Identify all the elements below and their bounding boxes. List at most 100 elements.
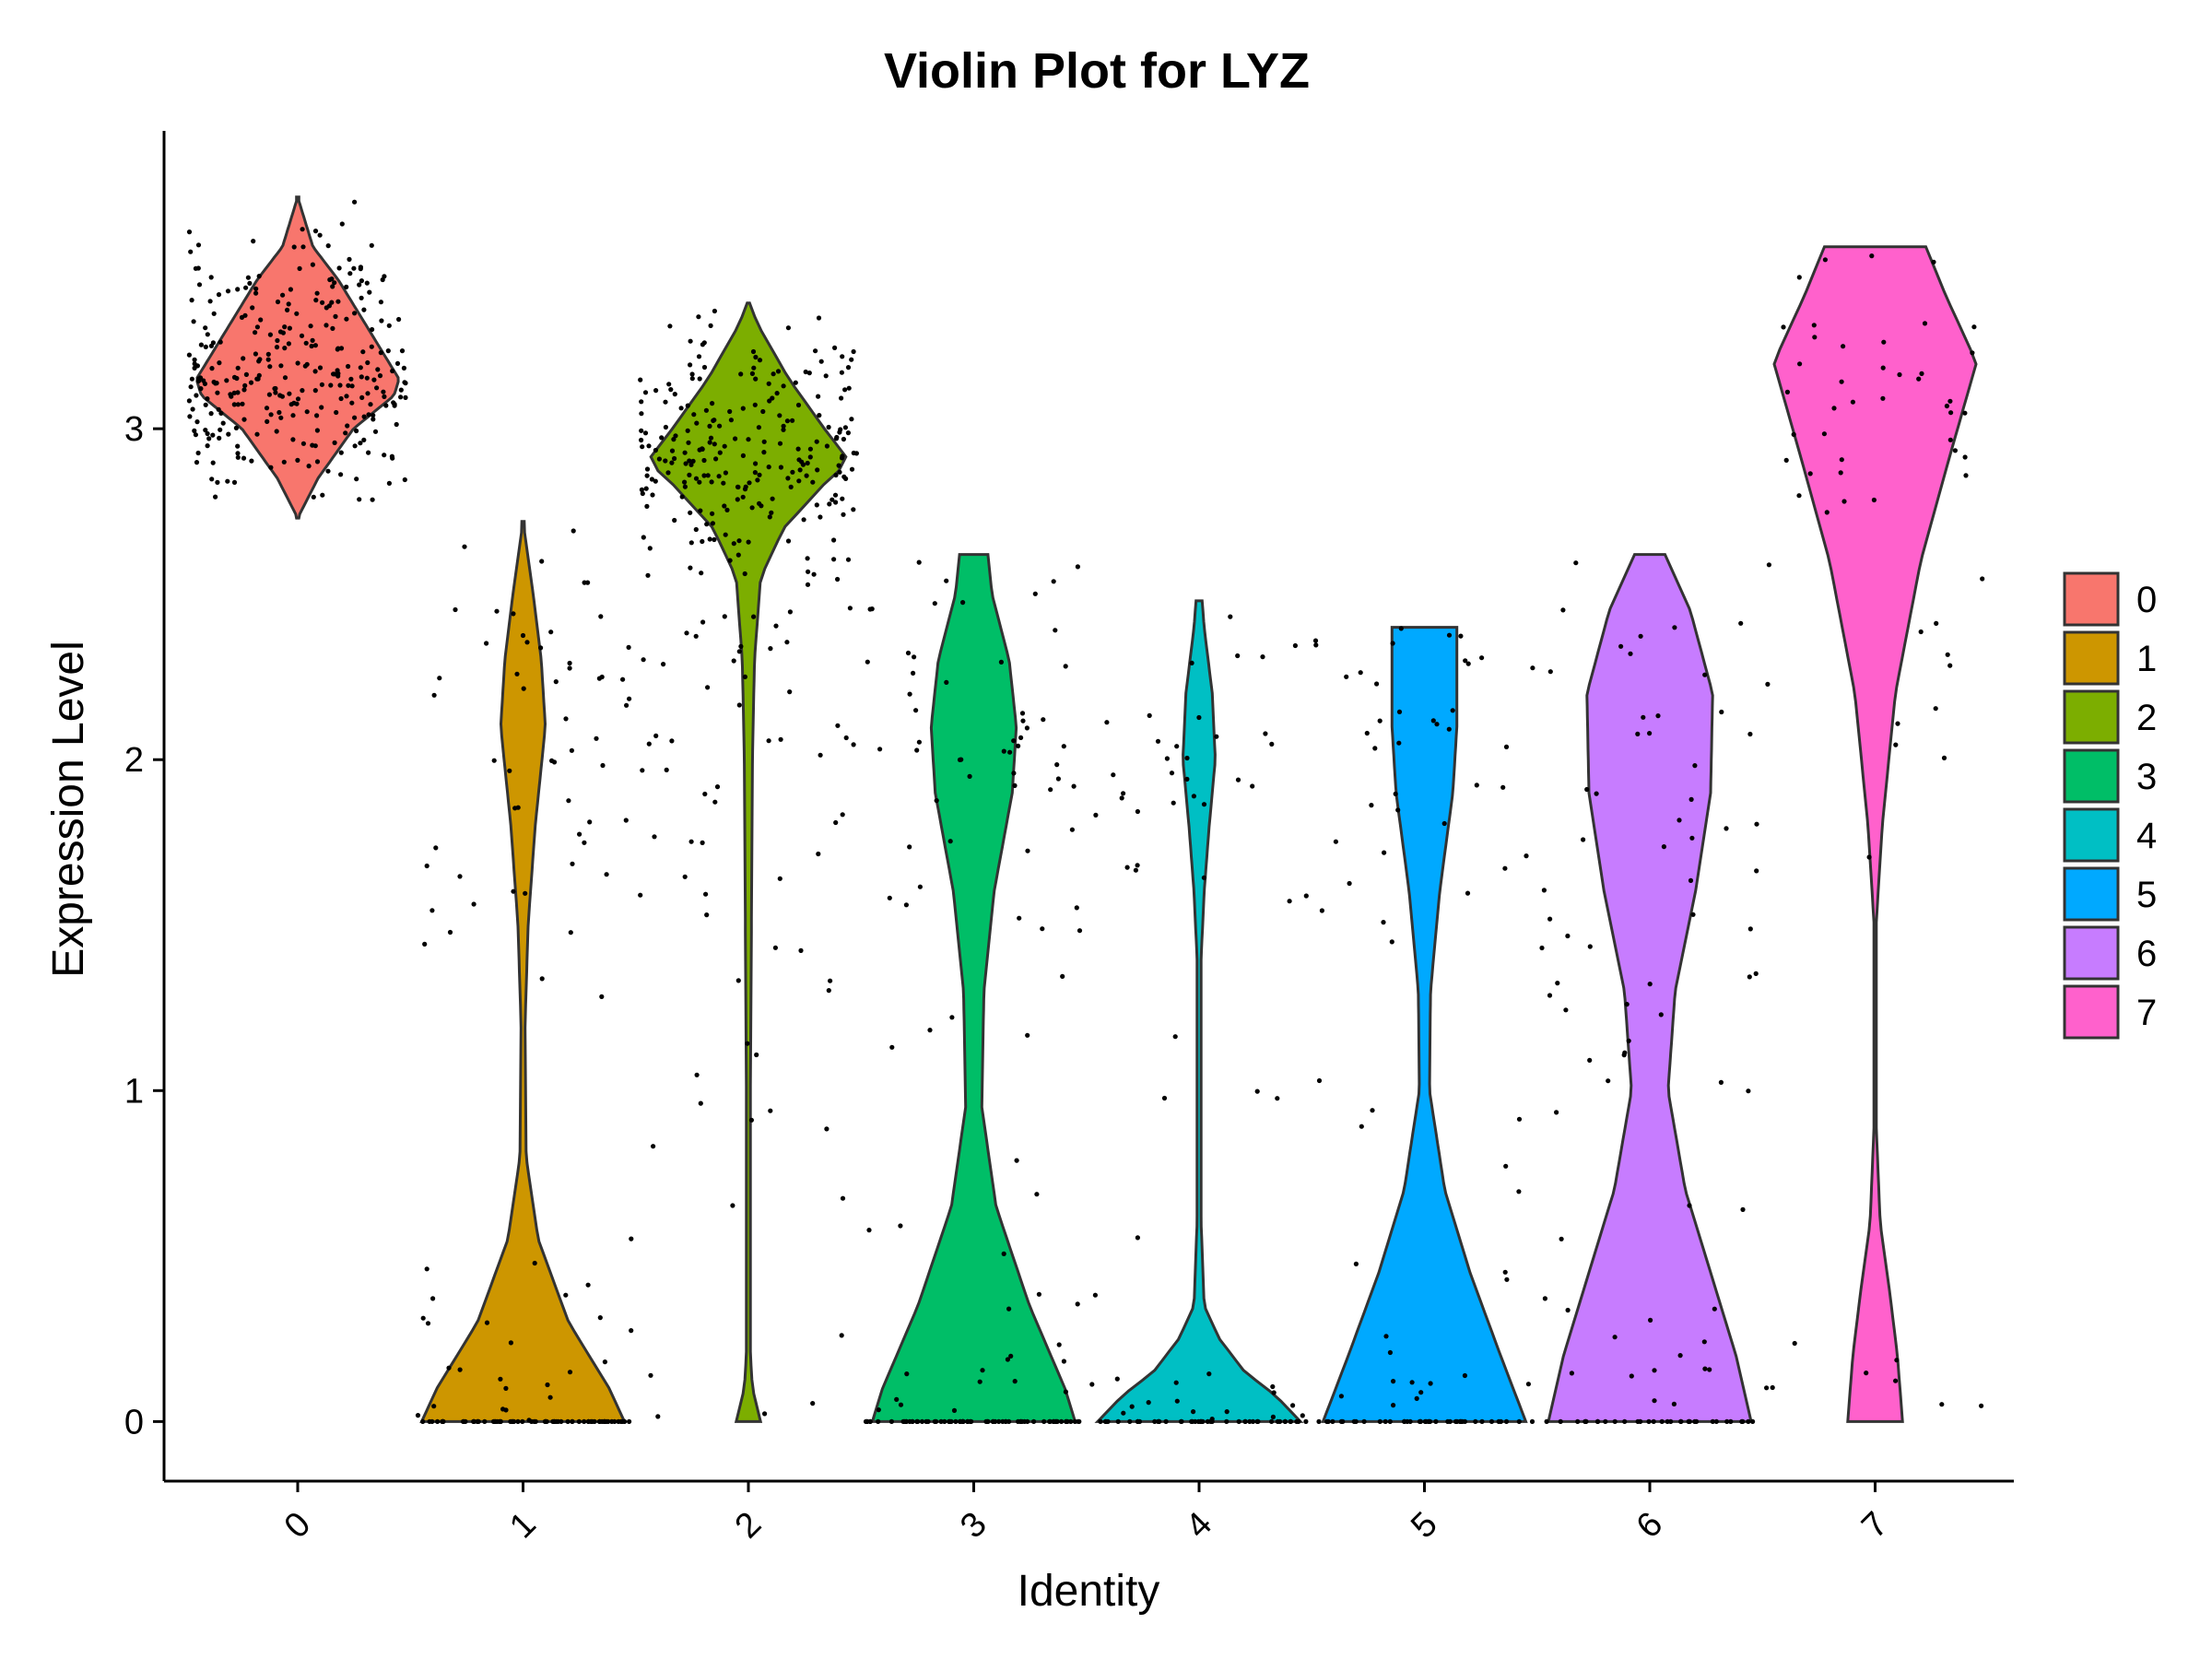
data-point bbox=[1041, 1418, 1047, 1424]
data-point bbox=[566, 798, 571, 804]
data-point bbox=[265, 418, 270, 424]
data-point bbox=[1918, 629, 1924, 635]
y-tick-label: 0 bbox=[124, 1403, 144, 1441]
data-point bbox=[644, 503, 650, 510]
data-point bbox=[1565, 933, 1571, 939]
data-point bbox=[430, 1296, 436, 1301]
data-point bbox=[278, 415, 284, 420]
data-point bbox=[831, 557, 837, 562]
data-point bbox=[431, 692, 437, 698]
data-point bbox=[1031, 1418, 1037, 1424]
data-point bbox=[836, 463, 841, 468]
data-point bbox=[1503, 744, 1510, 750]
data-point bbox=[851, 348, 856, 355]
data-point bbox=[195, 242, 202, 248]
data-point bbox=[1635, 731, 1641, 737]
data-point bbox=[1747, 974, 1752, 980]
data-point bbox=[1173, 1380, 1179, 1385]
data-point bbox=[291, 244, 297, 250]
data-point bbox=[462, 544, 467, 549]
data-point bbox=[666, 382, 672, 387]
data-point bbox=[209, 366, 215, 371]
data-point bbox=[210, 460, 216, 465]
data-point bbox=[1260, 654, 1265, 660]
data-point bbox=[377, 373, 383, 379]
data-point bbox=[1300, 1413, 1305, 1418]
data-point bbox=[1665, 1418, 1670, 1424]
data-point bbox=[189, 298, 194, 303]
data-point bbox=[1198, 1418, 1204, 1424]
data-point bbox=[669, 738, 675, 744]
data-point bbox=[371, 377, 377, 382]
data-point bbox=[838, 427, 843, 432]
data-point bbox=[215, 390, 220, 395]
data-point bbox=[1895, 721, 1900, 726]
data-point bbox=[651, 1144, 656, 1149]
data-point bbox=[290, 437, 296, 442]
data-point bbox=[1414, 1395, 1419, 1401]
data-point bbox=[1294, 1418, 1300, 1424]
data-point bbox=[241, 455, 247, 461]
data-point bbox=[529, 1418, 535, 1424]
data-point bbox=[1692, 1418, 1698, 1424]
legend-key-2 bbox=[2063, 689, 2120, 745]
data-point bbox=[390, 368, 395, 374]
data-point bbox=[806, 371, 812, 376]
data-point bbox=[1502, 865, 1508, 871]
data-point bbox=[186, 398, 192, 404]
data-point bbox=[1687, 1203, 1692, 1208]
data-point bbox=[747, 480, 752, 486]
data-point bbox=[845, 430, 852, 436]
data-point bbox=[887, 895, 892, 900]
data-point bbox=[1224, 1418, 1230, 1424]
data-point bbox=[1516, 1189, 1522, 1194]
data-point bbox=[969, 1418, 974, 1424]
data-point bbox=[752, 402, 758, 407]
data-point bbox=[740, 453, 747, 458]
data-point bbox=[399, 348, 406, 354]
data-point bbox=[1524, 853, 1529, 859]
data-point bbox=[683, 461, 688, 466]
violin-6 bbox=[1547, 553, 1753, 1423]
data-point bbox=[1193, 1418, 1198, 1424]
data-point bbox=[192, 428, 197, 433]
data-point bbox=[915, 1418, 921, 1424]
data-point bbox=[272, 386, 277, 392]
data-point bbox=[392, 402, 397, 407]
data-point bbox=[980, 1368, 985, 1373]
data-point bbox=[977, 1379, 982, 1384]
data-point bbox=[811, 571, 817, 577]
data-point bbox=[702, 791, 708, 797]
data-point bbox=[832, 492, 839, 498]
data-point bbox=[1797, 361, 1803, 367]
data-point bbox=[585, 1418, 592, 1424]
data-point bbox=[714, 784, 721, 790]
data-point bbox=[815, 467, 820, 473]
data-point bbox=[647, 546, 653, 551]
data-point bbox=[623, 818, 629, 823]
data-point bbox=[840, 1195, 846, 1201]
data-point bbox=[1446, 632, 1453, 638]
data-point bbox=[837, 469, 842, 475]
violin-4 bbox=[1094, 599, 1304, 1423]
data-point bbox=[932, 1418, 937, 1424]
data-point bbox=[1064, 1418, 1069, 1424]
data-point bbox=[254, 324, 260, 330]
data-point bbox=[1271, 1390, 1277, 1395]
data-point bbox=[582, 580, 587, 585]
data-point bbox=[497, 1418, 502, 1424]
data-point bbox=[1764, 1385, 1770, 1391]
data-point bbox=[1389, 939, 1394, 945]
data-point bbox=[508, 1418, 513, 1424]
data-point bbox=[1839, 379, 1844, 384]
data-point bbox=[332, 371, 337, 377]
data-point bbox=[590, 1418, 595, 1424]
data-point bbox=[482, 1418, 488, 1424]
data-point bbox=[685, 403, 690, 408]
data-point bbox=[738, 643, 744, 650]
data-point bbox=[620, 677, 626, 682]
data-point bbox=[300, 244, 306, 250]
data-point bbox=[1622, 1050, 1628, 1055]
data-point bbox=[344, 284, 349, 289]
data-point bbox=[206, 436, 212, 441]
